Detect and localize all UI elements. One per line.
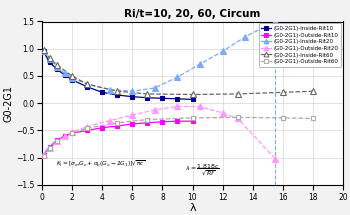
Title: Ri/t=10, 20, 60, Circum: Ri/t=10, 20, 60, Circum (124, 9, 261, 19)
Text: $\lambda = \dfrac{1.818c}{\sqrt{Rf}}$: $\lambda = \dfrac{1.818c}{\sqrt{Rf}}$ (185, 162, 220, 177)
Legend: (G0-2G1)-Inside-Rit10, (G0-2G1)-Outside-Rit10, (G0-2G1)-Inside-Rit20, (G0-2G1)-O: (G0-2G1)-Inside-Rit10, (G0-2G1)-Outside-… (259, 23, 341, 67)
Y-axis label: G0-2G1: G0-2G1 (3, 85, 13, 122)
Text: $K_I = \left[\sigma_m G_o + \sigma_b \left(G_o - 2G_1\right)\right]\sqrt{\pi c}$: $K_I = \left[\sigma_m G_o + \sigma_b \le… (56, 159, 145, 169)
X-axis label: λ: λ (189, 203, 196, 213)
